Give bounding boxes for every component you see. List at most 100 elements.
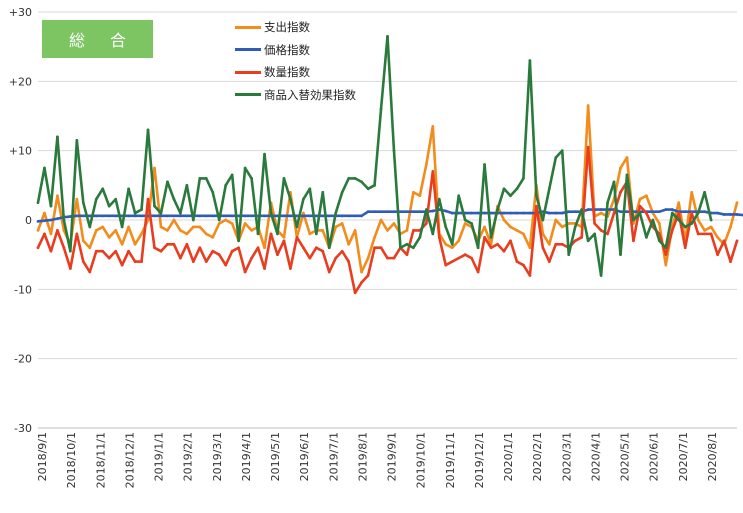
series-segment xyxy=(204,249,215,263)
series-segment xyxy=(243,256,253,274)
series-segment xyxy=(651,211,661,225)
series-line xyxy=(36,145,739,295)
series-segment xyxy=(729,239,739,263)
series-segment xyxy=(146,128,156,208)
series-segment xyxy=(450,239,460,250)
series-segment xyxy=(580,208,590,243)
series-segment xyxy=(522,59,532,180)
series-segment xyxy=(683,211,693,250)
series-segment xyxy=(483,163,493,239)
series-segment xyxy=(353,229,363,274)
series-segment xyxy=(224,249,234,267)
series-segment xyxy=(340,177,350,194)
series-segment xyxy=(315,190,325,236)
x-tick-label: 2019/3/1 xyxy=(211,432,224,481)
series-segment xyxy=(392,246,402,260)
series-segment xyxy=(373,107,383,187)
series-segment xyxy=(386,222,396,232)
series-segment xyxy=(334,249,344,260)
series-segment xyxy=(677,218,687,229)
legend-swatch-quantity xyxy=(235,70,261,74)
series-segment xyxy=(282,239,292,270)
series-segment xyxy=(612,190,622,215)
x-tick-label: 2020/8/1 xyxy=(706,432,719,481)
x-tick-label: 2019/12/1 xyxy=(473,432,486,488)
series-segment xyxy=(670,211,681,222)
x-tick-label: 2019/2/1 xyxy=(182,432,195,481)
series-segment xyxy=(172,242,182,260)
series-segment xyxy=(593,222,603,232)
series-segment xyxy=(366,246,376,277)
series-segment xyxy=(638,204,648,215)
y-tick-label: -10 xyxy=(14,283,32,296)
legend-swatch-replacement xyxy=(235,93,261,97)
x-tick-label: 2020/1/1 xyxy=(502,432,515,481)
series-segment xyxy=(217,184,227,222)
series-segment xyxy=(276,239,286,256)
series-segment xyxy=(340,249,350,263)
series-segment xyxy=(373,218,383,239)
legend-swatch-price xyxy=(235,48,261,52)
series-segment xyxy=(457,194,467,222)
x-tick-label: 2018/10/1 xyxy=(65,432,78,488)
series-segment xyxy=(75,197,85,243)
series-segment xyxy=(340,222,350,246)
series-segment xyxy=(327,211,338,250)
series-segment xyxy=(269,211,279,236)
series-segment xyxy=(166,180,176,201)
series-segment xyxy=(606,197,616,218)
series-segment xyxy=(69,138,79,253)
series-segment xyxy=(677,211,687,250)
series-segment xyxy=(120,187,130,229)
series-segment xyxy=(192,246,202,263)
series-segment xyxy=(412,236,422,250)
series-segment xyxy=(541,187,551,222)
series-segment xyxy=(146,197,156,250)
series-segment xyxy=(43,166,53,208)
series-segment xyxy=(308,246,318,260)
series-segment xyxy=(282,177,292,201)
series-point xyxy=(709,218,713,222)
series-segment xyxy=(437,236,448,267)
series-segment xyxy=(347,229,357,246)
series-segment xyxy=(625,180,635,243)
series-point xyxy=(735,239,739,243)
series-segment xyxy=(431,170,441,239)
series-segment xyxy=(198,225,208,236)
series-segment xyxy=(172,218,182,232)
x-tick-label: 2020/7/1 xyxy=(677,432,690,481)
series-segment xyxy=(606,211,616,236)
series-segment xyxy=(645,194,655,215)
series-segment xyxy=(56,194,66,232)
series-segment xyxy=(295,236,305,250)
series-segment xyxy=(302,187,312,201)
series-segment xyxy=(548,242,558,263)
series-segment xyxy=(418,163,428,198)
series-segment xyxy=(567,225,577,256)
series-segment xyxy=(418,208,428,239)
x-tick-label: 2020/2/1 xyxy=(531,432,544,481)
series-segment xyxy=(664,229,674,256)
series-segment xyxy=(75,232,85,263)
series-segment xyxy=(528,59,538,198)
x-tick-label: 2019/1/1 xyxy=(153,432,166,481)
series-segment xyxy=(535,194,545,222)
y-tick-label: +20 xyxy=(9,75,32,88)
series-segment xyxy=(230,173,240,243)
x-tick-label: 2018/9/1 xyxy=(36,432,49,481)
series-segment xyxy=(185,184,195,222)
series-segment xyxy=(114,229,124,246)
series-segment xyxy=(735,213,743,217)
series-segment xyxy=(69,232,79,270)
series-segment xyxy=(392,149,402,250)
series-segment xyxy=(502,239,512,253)
series-segment xyxy=(256,246,266,270)
series-segment xyxy=(192,177,202,222)
series-segment xyxy=(580,145,590,239)
y-tick-label: +10 xyxy=(9,145,32,158)
series-segment xyxy=(360,256,370,274)
series-segment xyxy=(36,166,46,204)
series-segment xyxy=(360,274,370,284)
series-segment xyxy=(159,180,169,215)
